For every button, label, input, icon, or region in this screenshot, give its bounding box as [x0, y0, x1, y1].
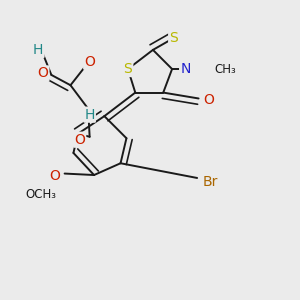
Text: OCH₃: OCH₃ — [26, 188, 57, 201]
Text: N: N — [180, 62, 190, 76]
Text: O: O — [49, 169, 60, 184]
Text: O: O — [38, 66, 48, 80]
Text: CH₃: CH₃ — [215, 62, 236, 76]
Text: Br: Br — [203, 176, 218, 189]
Text: O: O — [203, 93, 214, 107]
Text: H: H — [33, 43, 43, 57]
Text: O: O — [84, 55, 95, 69]
Text: H: H — [33, 43, 43, 57]
Text: O: O — [74, 133, 85, 147]
Text: S: S — [124, 62, 132, 76]
Text: S: S — [169, 31, 178, 45]
Text: H: H — [85, 108, 95, 122]
